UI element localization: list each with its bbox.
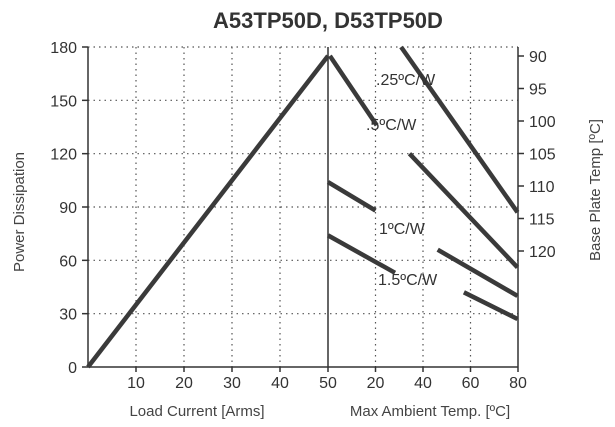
- x-axis-label-right: Max Ambient Temp. [ºC]: [350, 403, 510, 420]
- y-tick-label: 30: [59, 307, 77, 324]
- y-tick-label: 60: [59, 253, 77, 270]
- y2-tick-labels: 90 95 100 105 110 115 120: [518, 49, 556, 261]
- series-line-5-c-w: [407, 152, 520, 269]
- series-line-1-5-c-w: [462, 290, 519, 322]
- curve-label-025: .25ºC/W: [376, 72, 436, 89]
- curve-label-05: .5ºC/W: [366, 117, 417, 134]
- x-axis-label-left: Load Current [Arms]: [129, 403, 264, 420]
- x-tick-label: 80: [509, 375, 527, 392]
- series-lines: [86, 45, 520, 369]
- grid: [88, 46, 518, 367]
- y2-tick-label: 90: [529, 49, 547, 66]
- series-line-25-c-w: [399, 45, 520, 214]
- x-tick-label: 20: [175, 375, 193, 392]
- y2-axis-label: Base Plate Temp [ºC]: [587, 119, 604, 261]
- y-tick-label: 120: [50, 147, 77, 164]
- y-tick-label: 90: [59, 200, 77, 217]
- series-line-1-c-w: [436, 247, 519, 298]
- series-line-1-5-c-w: [326, 233, 397, 275]
- x-tick-label: 40: [271, 375, 289, 392]
- series-line-load-current: [86, 54, 330, 369]
- x-tick-label: 40: [414, 375, 432, 392]
- y2-tick-label: 110: [529, 179, 555, 196]
- y-axis-label: Power Dissipation: [11, 152, 28, 272]
- x-tick-label: 10: [127, 375, 145, 392]
- x-tick-label: 30: [223, 375, 241, 392]
- chart-title: A53TP50D, D53TP50D: [213, 8, 443, 33]
- series-line-5-c-w: [328, 54, 379, 127]
- y-tick-label: 150: [50, 93, 77, 110]
- y-tick-labels: 0 30 60 90 120 150 180: [50, 40, 88, 377]
- x-tick-label: 50: [319, 375, 337, 392]
- y2-tick-label: 105: [529, 147, 556, 164]
- series-line-1-c-w: [326, 180, 377, 213]
- y2-tick-label: 100: [529, 114, 556, 131]
- x-tick-labels: 10 20 30 40 50 20 40 60 80: [127, 367, 527, 392]
- curve-label-15: 1.5ºC/W: [378, 272, 438, 289]
- curve-label-1: 1ºC/W: [379, 221, 426, 238]
- y2-tick-label: 95: [529, 82, 547, 99]
- y-tick-label: 0: [68, 360, 77, 377]
- y2-tick-label: 120: [529, 244, 556, 261]
- y2-tick-label: 115: [529, 212, 555, 229]
- y-tick-label: 180: [50, 40, 77, 57]
- x-tick-label: 20: [367, 375, 385, 392]
- x-tick-label: 60: [462, 375, 480, 392]
